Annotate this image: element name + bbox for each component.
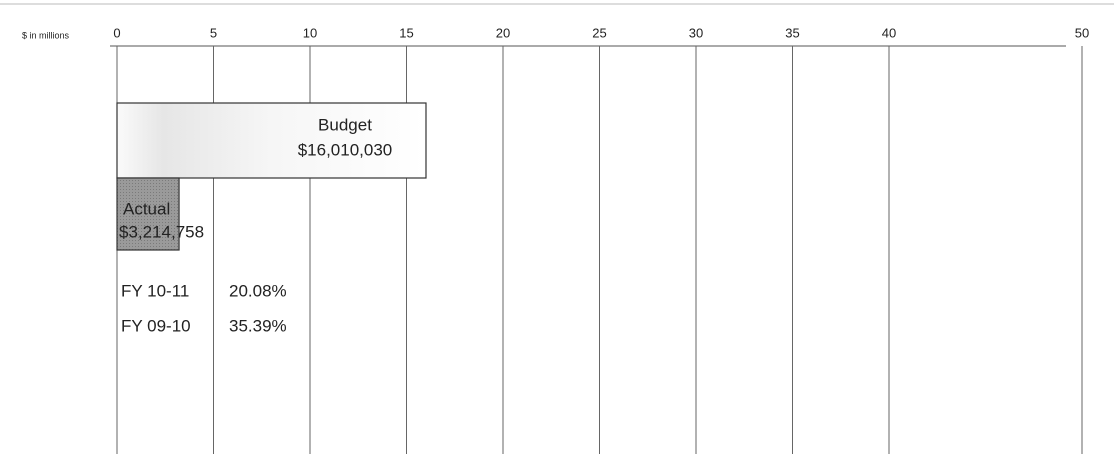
bar <box>116 102 427 179</box>
x-tick-label: 25 <box>592 25 606 40</box>
bar-value-label: $16,010,030 <box>298 140 393 159</box>
x-tick-label: 40 <box>882 25 896 40</box>
bar-value-label: $3,214,758 <box>119 222 204 241</box>
x-tick-label: 35 <box>785 25 799 40</box>
comparison-label: FY 10-11 <box>121 281 189 300</box>
x-tick-label: 30 <box>689 25 703 40</box>
x-tick-label: 20 <box>496 25 510 40</box>
comparison-label: FY 09-10 <box>121 316 191 335</box>
x-tick-label: 15 <box>399 25 413 40</box>
bar-category-label: Actual <box>123 199 170 218</box>
comparison-value: 20.08% <box>229 281 287 300</box>
comparison-value: 35.39% <box>229 316 287 335</box>
axis-label: $ in millions <box>22 30 70 40</box>
bar-category-label: Budget <box>318 115 372 134</box>
x-tick-label: 0 <box>113 25 120 40</box>
bar <box>116 177 180 251</box>
x-tick-label: 10 <box>303 25 317 40</box>
x-tick-label: 5 <box>210 25 217 40</box>
x-tick-label: 50 <box>1075 25 1089 40</box>
